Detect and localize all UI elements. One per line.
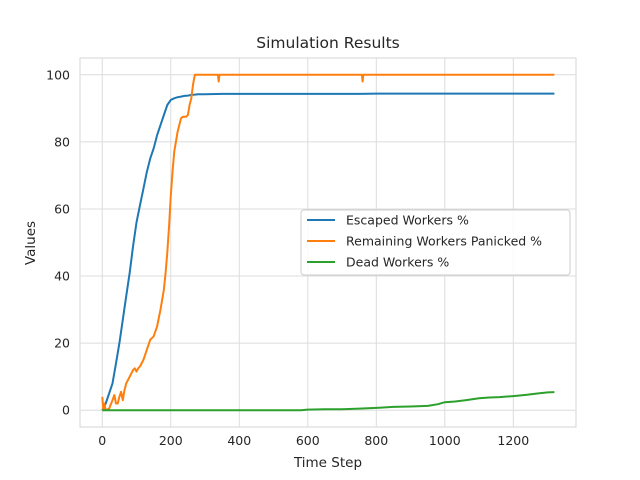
- legend-box: [300, 209, 571, 276]
- x-tick-label: 200: [159, 433, 183, 448]
- x-ticks: 0 200 400 600 800 1000 1200: [98, 433, 529, 448]
- series-line-panicked: [101, 73, 555, 412]
- series-line-escaped: [101, 92, 555, 411]
- series-line-dead: [102, 391, 555, 412]
- y-tick-label: 40: [54, 269, 70, 284]
- x-tick-label: 0: [98, 433, 106, 448]
- y-tick-label: 60: [54, 201, 70, 216]
- x-tick-label: 1200: [497, 433, 529, 448]
- legend: Escaped Workers % Remaining Workers Pani…: [300, 209, 571, 276]
- y-tick-label: 0: [62, 403, 70, 418]
- legend-label-panicked: Remaining Workers Panicked %: [346, 234, 542, 249]
- x-tick-label: 1000: [429, 433, 461, 448]
- x-axis-label: Time Step: [293, 455, 362, 471]
- y-tick-label: 20: [54, 336, 70, 351]
- y-axis-label: Values: [23, 221, 39, 265]
- y-tick-label: 80: [54, 134, 70, 149]
- x-tick-label: 600: [296, 433, 320, 448]
- x-tick-label: 800: [364, 433, 388, 448]
- x-tick-label: 400: [227, 433, 251, 448]
- y-ticks: 0 20 40 60 80 100: [46, 67, 70, 417]
- legend-label-dead: Dead Workers %: [346, 255, 449, 270]
- y-tick-label: 100: [46, 67, 70, 82]
- chart-title: Simulation Results: [256, 34, 399, 52]
- legend-label-escaped: Escaped Workers %: [346, 213, 469, 228]
- series-layer: [101, 73, 555, 412]
